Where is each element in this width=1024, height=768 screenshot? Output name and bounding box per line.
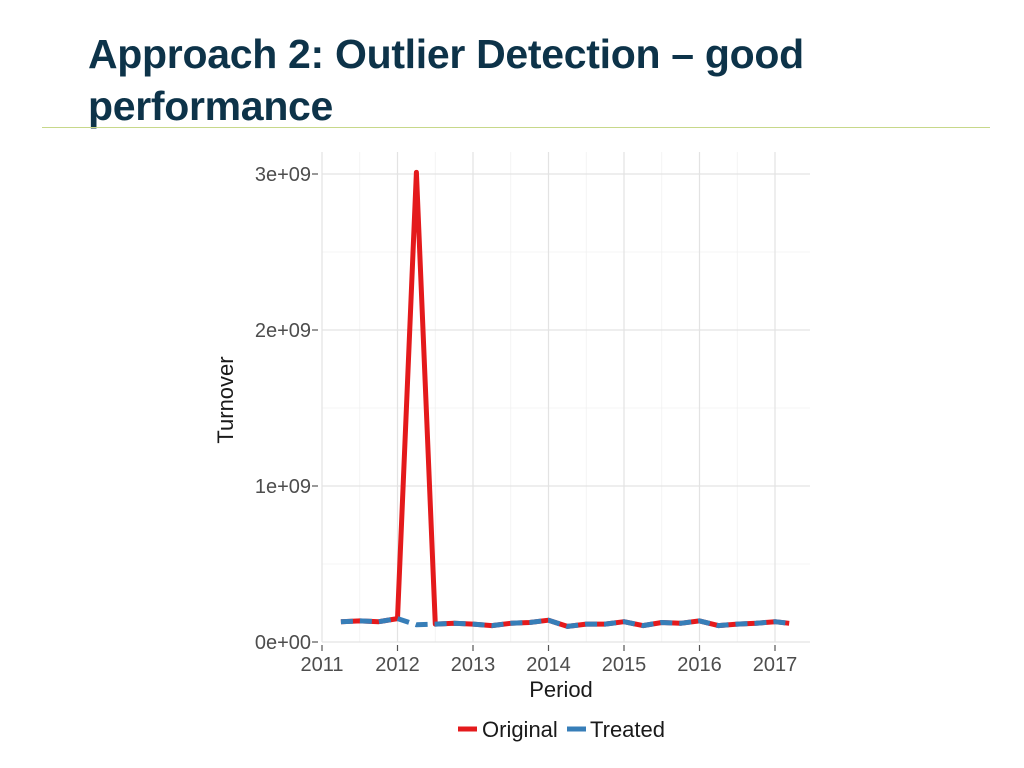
x-tick-label: 2015 (602, 654, 647, 676)
y-tick-label: 1e+09 (255, 476, 311, 498)
series-line-original (340, 169, 790, 629)
legend: Original Treated (458, 717, 665, 742)
y-axis: 0e+00 1e+09 2e+09 3e+09 (255, 164, 318, 654)
y-axis-title: Turnover (213, 356, 238, 443)
legend-label-original: Original (482, 717, 558, 742)
y-tick-label: 3e+09 (255, 164, 311, 186)
x-tick-label: 2013 (451, 654, 496, 676)
grid-lines (321, 152, 810, 643)
x-axis: 2011 2012 2013 2014 2015 2016 2017 (300, 645, 797, 676)
x-tick-label: 2011 (300, 654, 343, 676)
slide-title: Approach 2: Outlier Detection – good per… (88, 31, 804, 129)
title-divider (42, 127, 990, 128)
y-tick-label: 0e+00 (255, 632, 311, 654)
x-tick-label: 2014 (526, 654, 571, 676)
legend-label-treated: Treated (590, 717, 665, 742)
y-tick-label: 2e+09 (255, 320, 311, 342)
x-tick-label: 2016 (677, 654, 722, 676)
x-tick-label: 2017 (753, 654, 798, 676)
series-lines (340, 169, 790, 629)
x-tick-label: 2012 (375, 654, 420, 676)
x-axis-title: Period (529, 677, 593, 702)
series-line-treated (340, 616, 790, 629)
